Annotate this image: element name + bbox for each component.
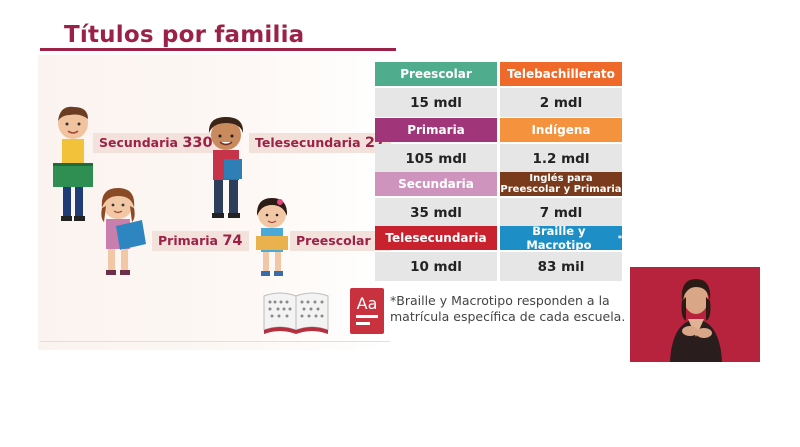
person-label-primaria: Primaria 74	[152, 231, 249, 251]
person-label-text: Preescolar	[296, 233, 371, 248]
table-value-braille: 83 mil	[500, 252, 622, 281]
table-header-preescolar: Preescolar	[375, 62, 497, 86]
slide-title: Títulos por familia	[64, 22, 305, 48]
sign-language-interpreter-video	[630, 267, 760, 362]
person-label-secundaria: Secundaria 330	[93, 133, 219, 153]
curly-boy-illustration	[208, 117, 244, 218]
table-header-ingles-line1: Inglés para	[529, 173, 593, 184]
person-label-value: 330	[182, 135, 213, 151]
titles-table: Preescolar Telebachillerato 15 mdl 2 mdl…	[375, 62, 623, 281]
macrotype-icon: Aa	[350, 288, 384, 334]
person-label-preescolar: Preescolar 4	[290, 231, 392, 251]
table-header-ingles-line2: Preescolar y Primaria	[500, 184, 622, 195]
title-underline	[40, 48, 396, 51]
person-label-text: Primaria	[158, 233, 218, 248]
boy-reading-illustration	[53, 106, 93, 221]
table-value-ingles: 7 mdl	[500, 198, 622, 227]
person-label-text: Secundaria	[99, 135, 178, 150]
person-label-text: Telesecundaria	[255, 135, 361, 150]
table-value-indigena: 1.2 mdl	[500, 144, 622, 173]
table-value-secundaria: 35 mdl	[375, 198, 497, 227]
table-header-ingles: Inglés para Preescolar y Primaria	[500, 172, 622, 196]
table-header-indigena: Indígena	[500, 118, 622, 142]
divider	[40, 341, 390, 342]
braille-footnote: *Braille y Macrotipo responden a la matr…	[390, 293, 626, 324]
table-value-telebachillerato: 2 mdl	[500, 88, 622, 117]
girl-reading-illustration	[101, 188, 146, 275]
table-value-primaria: 105 mdl	[375, 144, 497, 173]
person-label-telesecundaria: Telesecundaria 27	[249, 133, 392, 153]
braille-book-icon	[263, 292, 329, 334]
table-header-primaria: Primaria	[375, 118, 497, 142]
background-pattern	[38, 55, 388, 350]
table-header-telesecundaria: Telesecundaria	[375, 226, 497, 250]
table-header-telebachillerato: Telebachillerato	[500, 62, 622, 86]
table-value-telesecundaria: 10 mdl	[375, 252, 497, 281]
person-label-value: 74	[222, 233, 243, 249]
small-girl-illustration	[256, 198, 288, 276]
interpreter-figure	[630, 267, 760, 362]
macrotype-icon-text: Aa	[357, 294, 378, 313]
table-header-braille-mark: *	[617, 233, 622, 243]
table-value-preescolar: 15 mdl	[375, 88, 497, 117]
table-header-braille: Braille y Macrotipo *	[500, 224, 622, 252]
table-header-braille-label: Braille y Macrotipo	[526, 224, 592, 252]
table-header-secundaria: Secundaria	[375, 172, 497, 196]
